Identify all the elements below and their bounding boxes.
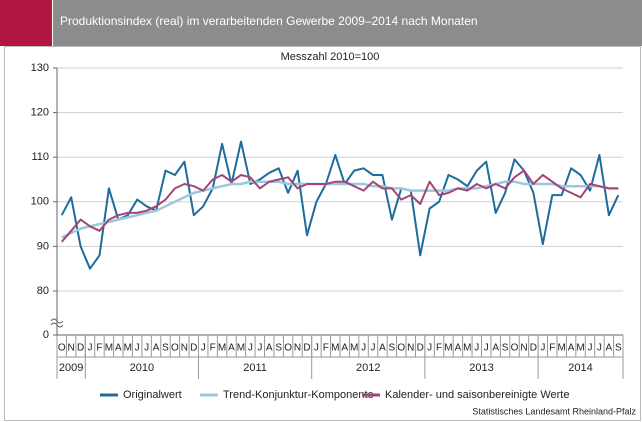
y-tick-label: 120 (31, 107, 49, 119)
legend-label: Originalwert (123, 389, 182, 401)
x-tick-label: J (144, 343, 149, 354)
x-tick-label: M (124, 343, 132, 354)
y-tick-label: 110 (31, 151, 49, 163)
x-tick-label: J (540, 343, 545, 354)
x-tick-label: N (68, 343, 75, 354)
x-tick-label: S (275, 343, 282, 354)
x-tick-label: J (257, 343, 262, 354)
x-tick-label: M (576, 343, 584, 354)
x-tick-label: A (115, 343, 122, 354)
x-tick-label: J (201, 343, 206, 354)
y-tick-label: 0 (43, 329, 49, 341)
year-label: 2012 (356, 362, 380, 374)
x-tick-label: A (341, 343, 348, 354)
x-tick-label: M (558, 343, 566, 354)
year-label: 2011 (243, 362, 267, 374)
subtitle: Messzahl 2010=100 (281, 51, 380, 63)
x-tick-label: J (597, 343, 602, 354)
x-tick-label: A (455, 343, 462, 354)
series-line (61, 180, 619, 239)
x-tick-label: J (371, 343, 376, 354)
x-tick-label: J (314, 343, 319, 354)
x-tick-label: A (492, 343, 499, 354)
x-tick-label: S (615, 343, 622, 354)
x-tick-label: J (427, 343, 432, 354)
x-tick-label: F (96, 343, 102, 354)
x-tick-label: O (171, 343, 179, 354)
x-tick-label: D (530, 343, 537, 354)
x-tick-label: D (77, 343, 84, 354)
x-tick-label: F (323, 343, 329, 354)
header-title: Produktionsindex (real) im verarbeitende… (60, 14, 478, 28)
x-tick-label: S (502, 343, 509, 354)
x-tick-label: N (181, 343, 188, 354)
x-tick-label: A (606, 343, 613, 354)
x-tick-label: A (266, 343, 273, 354)
x-tick-label: F (549, 343, 555, 354)
x-tick-label: A (228, 343, 235, 354)
x-tick-label: O (511, 343, 519, 354)
x-tick-label: M (218, 343, 226, 354)
y-tick-label: 100 (31, 196, 49, 208)
x-tick-label: J (474, 343, 479, 354)
frame (4, 46, 641, 421)
legend-label: Kalender- und saisonbereinigte Werte (385, 389, 569, 401)
header-bar (53, 0, 642, 46)
y-tick-label: 90 (37, 240, 49, 252)
x-tick-label: J (135, 343, 140, 354)
year-label: 2013 (469, 362, 493, 374)
axis-break (50, 318, 64, 328)
x-tick-label: O (284, 343, 292, 354)
x-tick-label: J (361, 343, 366, 354)
x-tick-label: J (484, 343, 489, 354)
x-tick-label: S (389, 343, 396, 354)
header-accent (0, 0, 52, 46)
source: Statistisches Landesamt Rheinland-Pfalz (472, 406, 636, 416)
x-tick-label: M (331, 343, 339, 354)
x-tick-label: D (303, 343, 310, 354)
year-label: 2010 (130, 362, 154, 374)
x-tick-label: O (58, 343, 66, 354)
x-tick-label: D (417, 343, 424, 354)
x-tick-label: N (294, 343, 301, 354)
x-tick-label: M (350, 343, 358, 354)
x-tick-label: M (105, 343, 113, 354)
x-tick-label: J (88, 343, 93, 354)
x-tick-label: D (190, 343, 197, 354)
x-tick-label: A (379, 343, 386, 354)
x-tick-label: O (397, 343, 405, 354)
year-label: 2009 (59, 362, 83, 374)
x-tick-label: M (237, 343, 245, 354)
x-tick-label: A (153, 343, 160, 354)
x-tick-label: A (568, 343, 575, 354)
y-tick-label: 130 (31, 62, 49, 74)
x-tick-label: M (444, 343, 452, 354)
year-label: 2014 (568, 362, 592, 374)
x-tick-label: F (436, 343, 442, 354)
x-tick-label: S (162, 343, 169, 354)
legend-label: Trend-Konjunktur-Komponente (223, 389, 374, 401)
x-tick-label: N (520, 343, 527, 354)
x-tick-label: J (248, 343, 253, 354)
x-tick-label: F (210, 343, 216, 354)
series-line (60, 140, 620, 270)
x-tick-label: M (463, 343, 471, 354)
y-tick-label: 80 (37, 285, 49, 297)
x-tick-label: N (407, 343, 414, 354)
series-line (60, 169, 619, 243)
x-tick-label: J (587, 343, 592, 354)
